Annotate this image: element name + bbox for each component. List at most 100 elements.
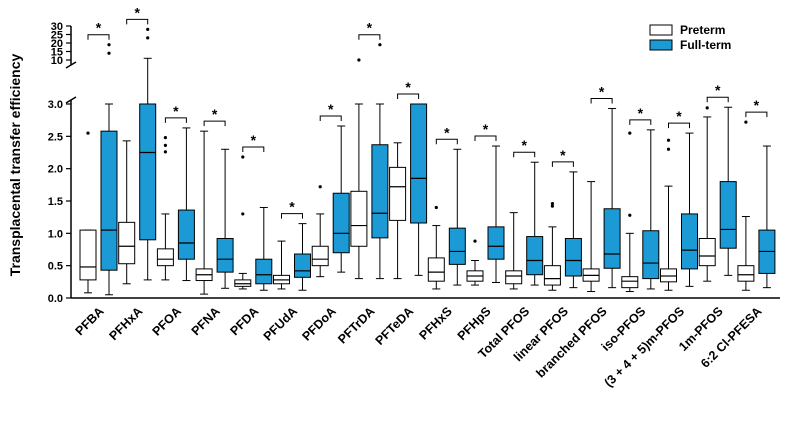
outlier-point: [241, 212, 245, 216]
fullterm-box: [642, 230, 660, 280]
significance-star: *: [715, 82, 721, 98]
x-category-label: PFBA: [73, 304, 107, 338]
fullterm-box: [332, 192, 350, 254]
legend-label: Full-term: [680, 38, 731, 52]
preterm-box: [118, 221, 136, 265]
preterm-box: [311, 245, 329, 267]
fullterm-box: [410, 103, 428, 224]
y-tick-label: 25: [51, 30, 63, 42]
significance-bracket: [164, 117, 187, 123]
significance-bracket: [319, 115, 342, 121]
y-tick-label: 0.0: [48, 293, 63, 305]
x-category-label: PFHxS: [417, 304, 455, 342]
x-category-label: PFHxA: [106, 304, 145, 343]
fullterm-box: [719, 181, 737, 249]
outlier-point: [163, 136, 167, 140]
outlier-point: [473, 239, 477, 243]
y-tick-label: 1.5: [48, 196, 63, 208]
outlier-point: [241, 155, 245, 159]
y-tick-label: 3.0: [48, 99, 63, 111]
legend-swatch: [649, 24, 673, 36]
significance-star: *: [638, 105, 644, 121]
preterm-box: [79, 229, 97, 281]
significance-bracket: [551, 161, 574, 167]
outlier-point: [107, 43, 111, 47]
x-category-label: PFOA: [150, 304, 184, 338]
significance-bracket: [358, 34, 381, 40]
outlier-point: [163, 143, 167, 147]
fullterm-box: [216, 238, 234, 273]
significance-bracket: [203, 120, 226, 127]
outlier-point: [705, 106, 709, 110]
significance-star: *: [251, 132, 257, 148]
preterm-box: [698, 238, 716, 267]
fullterm-box: [177, 209, 195, 260]
significance-bracket: [397, 93, 420, 99]
fullterm-box: [681, 213, 698, 270]
outlier-point: [318, 185, 322, 189]
y-tick-label: 20: [51, 38, 63, 50]
preterm-box: [234, 279, 252, 287]
outlier-point: [434, 205, 438, 210]
y-tick-label: 15: [51, 47, 63, 59]
y-tick-label: 2.5: [48, 131, 63, 143]
significance-bracket: [435, 138, 458, 145]
outlier-point: [628, 213, 632, 217]
preterm-box: [389, 166, 407, 221]
significance-star: *: [444, 124, 450, 140]
significance-bracket: [706, 96, 729, 103]
y-tick-label: 10: [51, 55, 63, 67]
legend-swatch: [649, 39, 673, 51]
significance-star: *: [212, 106, 218, 122]
significance-bracket: [513, 151, 536, 158]
x-category-label: PFUdA: [261, 304, 300, 343]
x-category-label: PFTeDA: [373, 304, 417, 348]
outlier-point: [550, 204, 555, 208]
significance-star: *: [96, 20, 102, 36]
significance-star: *: [289, 199, 295, 215]
legend-label: Preterm: [680, 23, 725, 37]
axis-break-mark: [65, 96, 77, 104]
significance-bracket: [745, 111, 768, 118]
significance-bracket: [281, 213, 303, 219]
y-tick-label: 0.5: [48, 261, 63, 273]
x-category-label: PFNA: [189, 304, 223, 338]
outlier-point: [628, 131, 632, 135]
fullterm-box: [139, 103, 157, 241]
outlier-point: [550, 201, 555, 206]
significance-star: *: [328, 101, 334, 117]
fullterm-box: [564, 238, 582, 277]
y-axis-label: Transplacental transfer efficiency: [7, 54, 23, 277]
preterm-box: [621, 276, 639, 289]
outlier-point: [146, 36, 150, 40]
significance-bracket: [87, 34, 110, 40]
significance-star: *: [676, 108, 682, 124]
outlier-point: [744, 120, 748, 124]
x-category-label: branched PFOS: [534, 304, 610, 380]
fullterm-box: [100, 130, 118, 271]
significance-bracket: [629, 119, 652, 125]
significance-star: *: [521, 137, 527, 153]
x-category-label: PFDoA: [299, 304, 338, 343]
significance-star: *: [173, 103, 179, 119]
fullterm-box: [255, 258, 273, 285]
axis-break-mark: [65, 61, 77, 69]
outlier-point: [146, 27, 150, 31]
x-category-label: PFDA: [227, 304, 261, 338]
fullterm-box: [603, 208, 621, 269]
significance-star: *: [483, 121, 489, 137]
fullterm-box: [448, 227, 466, 265]
outlier-point: [357, 58, 361, 62]
preterm-box: [350, 190, 368, 247]
preterm-box: [156, 248, 174, 267]
significance-bracket: [590, 98, 613, 104]
outlier-point: [666, 138, 671, 142]
x-category-label: PFHpS: [455, 304, 494, 343]
fullterm-box: [294, 253, 311, 278]
significance-star: *: [560, 147, 566, 163]
significance-star: *: [367, 20, 373, 36]
y-tick-label: 1.0: [48, 228, 63, 240]
preterm-box: [505, 270, 523, 285]
